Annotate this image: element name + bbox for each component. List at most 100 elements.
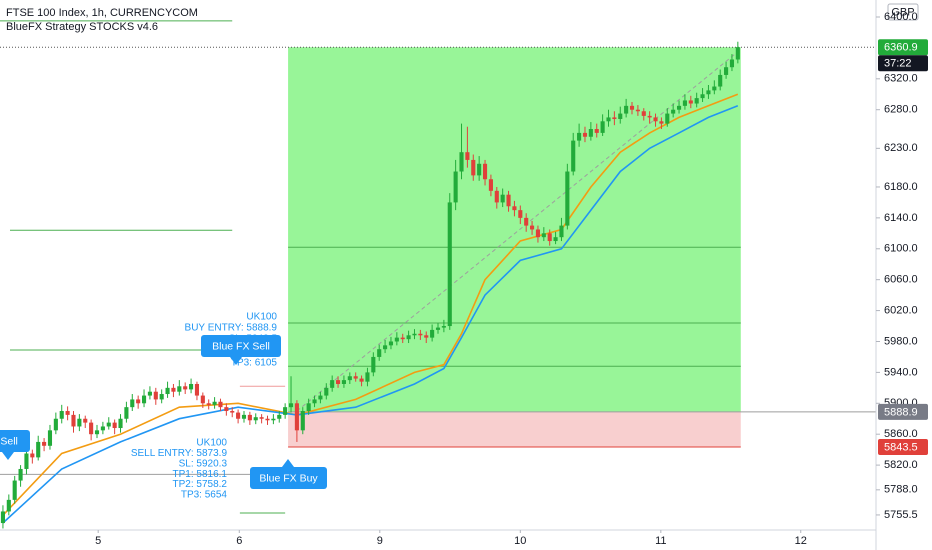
candle-body [706,90,711,95]
y-tick-label: 6180.0 [884,181,918,193]
stop-loss-zone [288,411,741,447]
currency[interactable]: GBP [891,6,914,18]
candle-body [347,376,352,381]
candle-body [24,453,29,469]
trend-line [296,51,739,412]
candle-body [89,422,94,435]
candle-body [47,430,53,446]
candle-body [171,387,176,392]
candle-body [441,326,446,328]
candle-body [606,117,611,122]
candle-body [6,499,11,512]
candle-body [253,417,258,421]
candle-body [288,403,294,408]
candle-body [594,129,599,133]
candle-body [324,387,329,396]
candle-body [271,418,276,421]
candle-body [218,401,223,408]
price-label-box [878,403,928,420]
candle-body [30,453,35,458]
candle-body [0,511,5,524]
candle-body [365,372,370,382]
price-label-box [878,438,928,455]
sell-annotation: TP1: 5816.1 [173,469,228,480]
candle-body [465,152,470,160]
signal-pointer [230,357,242,365]
candle-body [259,417,264,419]
signal-pointer [282,459,294,467]
candle-body [353,376,358,379]
y-tick-label: 5860.0 [884,428,918,440]
candle-body [112,422,117,429]
candle-body [559,225,564,238]
candle-body [377,349,382,357]
candle-body [676,105,682,110]
candle-body [330,380,335,388]
sell-annotation: TP2: 5758.2 [173,479,228,490]
x-tick-label: 6 [236,535,242,547]
y-tick-label: 6020.0 [884,304,918,316]
y-tick-label: 6320.0 [884,73,918,85]
chart-subtitle: BlueFX Strategy STOCKS v4.6 [6,21,158,33]
candle-body [477,163,482,176]
candle-body [612,117,617,119]
candle-body [189,383,194,390]
candle-body [83,418,88,423]
countdown-box [878,55,928,72]
price-label: 5888.9 [884,406,918,418]
candle-body [424,335,429,338]
candle-body [400,337,405,340]
candle-body [618,113,623,119]
candle-body [247,414,252,421]
candle-body [165,387,170,395]
candle-body [688,100,693,104]
candle-body [494,190,499,203]
y-tick-label: 5788.0 [884,484,918,496]
candle-body [518,210,523,218]
y-tick-label: 6140.0 [884,212,918,224]
y-tick-label: 6100.0 [884,243,918,255]
y-tick-label: 5940.0 [884,366,918,378]
candle-body [100,426,105,431]
x-tick-label: 10 [514,535,526,547]
candle-body [700,94,705,99]
candle-body [230,411,235,413]
candle-body [577,132,582,141]
candle-body [653,117,658,122]
candle-body [671,109,676,114]
candle-body [629,105,635,110]
candle-body [147,391,152,396]
candle-body [371,356,376,373]
signal-pointer [2,452,14,460]
candle-body [600,121,605,133]
candle-body [588,129,593,137]
candle-body [141,395,147,404]
candle-body [530,225,535,230]
candle-body [159,394,164,400]
candle-body [635,109,640,112]
currency-box[interactable] [887,3,919,21]
candle-body [383,345,388,350]
candle-body [535,229,541,238]
signal-box [201,335,281,357]
candle-body [36,441,41,458]
candle-body [42,441,47,446]
candle-body [106,422,111,427]
candle-body [283,407,288,415]
candle-body [124,407,129,419]
candle-body [435,327,441,330]
signal-box [0,430,30,452]
sell-annotation: UK100 [196,438,227,449]
candle-body [277,414,282,419]
candle-body [541,233,546,238]
candle-body [206,403,211,405]
candle-body [18,468,23,481]
candle-body [118,418,123,429]
candle-body [183,386,188,390]
price-label: 5843.5 [884,441,918,453]
candle-body [65,411,70,415]
signal-label: Blue FX Sell [0,435,18,447]
candle-body [77,418,82,427]
candle-body [136,399,141,404]
candle-body [177,386,182,392]
